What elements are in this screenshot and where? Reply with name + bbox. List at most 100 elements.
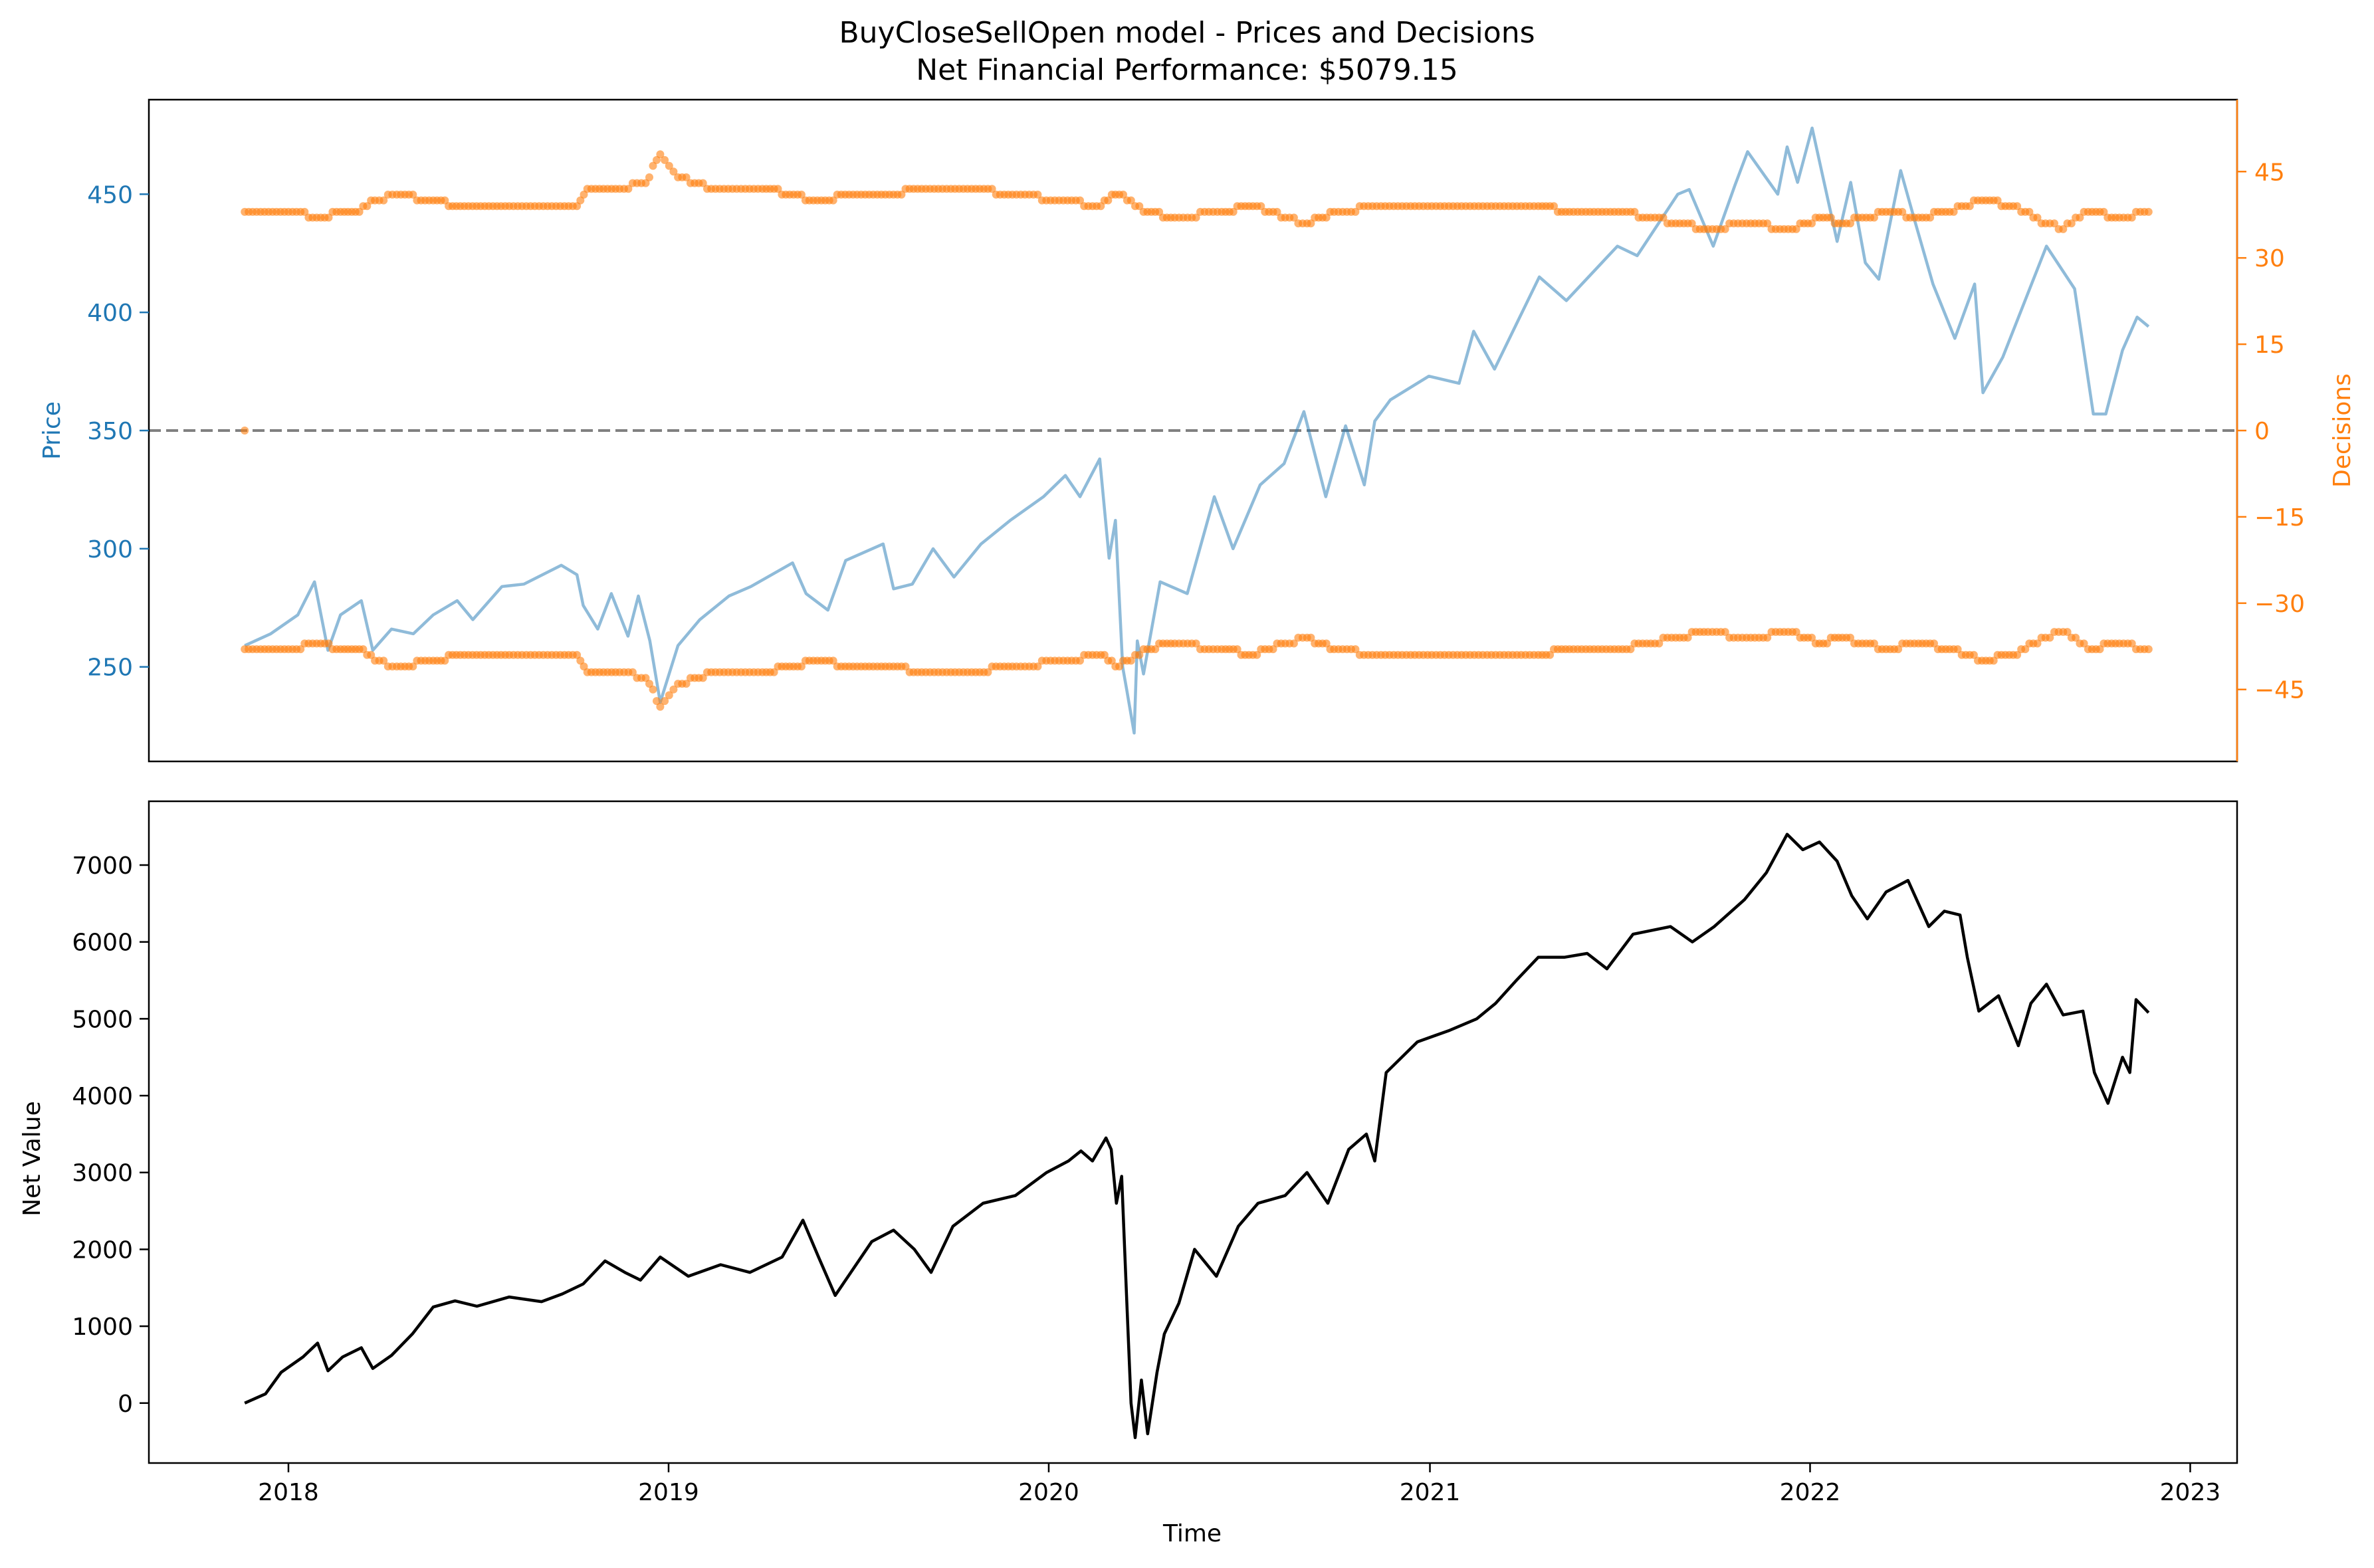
net-value-tick-label: 6000 xyxy=(72,930,133,957)
time-tick-label: 2023 xyxy=(2160,1479,2221,1506)
buy-decision-band xyxy=(241,150,2153,233)
sell-decision-band xyxy=(241,628,2153,711)
decision-point xyxy=(1721,628,1729,637)
decision-point xyxy=(1659,213,1668,222)
decision-point xyxy=(300,207,309,216)
decision-point xyxy=(1687,219,1696,228)
decision-point xyxy=(1953,645,1962,654)
decision-point xyxy=(649,161,657,170)
time-tick-label: 2021 xyxy=(1400,1479,1461,1506)
net-value-tick-label: 3000 xyxy=(72,1160,133,1187)
decision-point xyxy=(2127,213,2136,222)
decision-point xyxy=(653,155,661,164)
price-tick-label: 400 xyxy=(87,300,133,327)
decision-point xyxy=(1307,219,1315,228)
decision-point xyxy=(656,150,665,159)
decision-point xyxy=(2021,645,2030,654)
decision-point xyxy=(1097,202,1105,211)
decision-point xyxy=(359,645,368,654)
net-value-tick-label: 2000 xyxy=(72,1236,133,1264)
price-tick-label: 300 xyxy=(87,536,133,563)
decision-point xyxy=(1135,650,1144,659)
decision-point xyxy=(669,685,678,694)
decision-point xyxy=(1289,639,1298,648)
time-tick-label: 2022 xyxy=(1780,1479,1841,1506)
decisions-tick-label: 0 xyxy=(2254,418,2270,445)
decision-point xyxy=(241,427,249,435)
chart-title: BuyCloseSellOpen model - Prices and Deci… xyxy=(839,16,1535,50)
decision-point xyxy=(699,179,707,187)
price-tick-label: 250 xyxy=(87,654,133,682)
decision-point xyxy=(2013,202,2022,211)
decision-point xyxy=(1115,662,1124,671)
decision-point xyxy=(1870,213,1878,222)
decision-point xyxy=(1930,639,1938,648)
decision-point xyxy=(324,639,333,648)
time-tick-label: 2019 xyxy=(638,1479,699,1506)
decision-point xyxy=(1965,202,1974,211)
decision-point xyxy=(665,691,673,700)
decision-point xyxy=(829,656,837,665)
time-tick-label: 2020 xyxy=(1018,1479,1079,1506)
decision-point xyxy=(1192,639,1200,648)
decision-point xyxy=(628,668,637,676)
net-value-tick-label: 1000 xyxy=(72,1314,133,1341)
decision-point xyxy=(2144,207,2153,216)
decision-point xyxy=(1104,196,1113,205)
decision-point xyxy=(1949,207,1958,216)
net-value-line-layer xyxy=(244,833,2150,1440)
decision-point xyxy=(2059,225,2068,233)
decision-point xyxy=(1894,645,1903,654)
price-line-layer xyxy=(244,126,2150,735)
decision-point xyxy=(1846,219,1854,228)
decision-point xyxy=(1989,656,1998,665)
decision-point xyxy=(1257,202,1265,211)
decision-point xyxy=(1135,202,1144,211)
net-value-tick-label: 7000 xyxy=(72,852,133,880)
price-axis-label: Price xyxy=(39,401,66,460)
decision-point xyxy=(1550,202,1558,211)
decision-point xyxy=(2096,645,2104,654)
decision-point xyxy=(1351,207,1360,216)
decision-point xyxy=(984,668,992,676)
decision-point xyxy=(1127,656,1135,665)
decisions-tick-label: −45 xyxy=(2254,677,2305,704)
net-value-tick-label: 4000 xyxy=(72,1083,133,1110)
decision-point xyxy=(1546,650,1555,659)
decision-point xyxy=(624,185,633,193)
decision-point xyxy=(1823,639,1832,648)
decision-point xyxy=(1846,633,1854,642)
net-value-axis-label: Net Value xyxy=(19,1101,46,1217)
decision-point xyxy=(661,697,669,706)
decision-point xyxy=(573,650,582,659)
decision-point xyxy=(2127,639,2136,648)
decisions-axis-label: Decisions xyxy=(2329,373,2356,488)
decision-point xyxy=(2076,213,2084,222)
decision-point xyxy=(2050,219,2058,228)
decision-point xyxy=(770,668,778,676)
decision-point xyxy=(669,167,678,176)
time-tick-label: 2018 xyxy=(258,1479,319,1506)
decision-point xyxy=(1289,213,1298,222)
prices-decisions-panel: 250 300 350 400 450 −45 −30 −15 0 15 30 45 Price De… xyxy=(39,98,2356,763)
decision-point xyxy=(580,662,588,671)
decision-point xyxy=(1655,639,1664,648)
decision-point xyxy=(576,656,585,665)
decision-point xyxy=(409,662,417,671)
net-value-tick-label: 5000 xyxy=(72,1006,133,1033)
decisions-tick-label: −15 xyxy=(2254,504,2305,532)
net-value-line xyxy=(244,833,2150,1440)
decision-point xyxy=(1076,196,1084,205)
decision-point xyxy=(1322,639,1331,648)
decision-point xyxy=(665,161,673,170)
decision-point xyxy=(699,674,707,682)
decision-point xyxy=(2063,628,2072,637)
decision-point xyxy=(2072,633,2080,642)
decision-point xyxy=(1155,207,1164,216)
decision-point xyxy=(897,190,906,199)
decision-point xyxy=(1107,656,1116,665)
decision-point xyxy=(774,185,782,193)
decision-point xyxy=(576,196,585,205)
decision-point xyxy=(2013,650,2022,659)
time-axis-label: Time xyxy=(1162,1520,1222,1547)
